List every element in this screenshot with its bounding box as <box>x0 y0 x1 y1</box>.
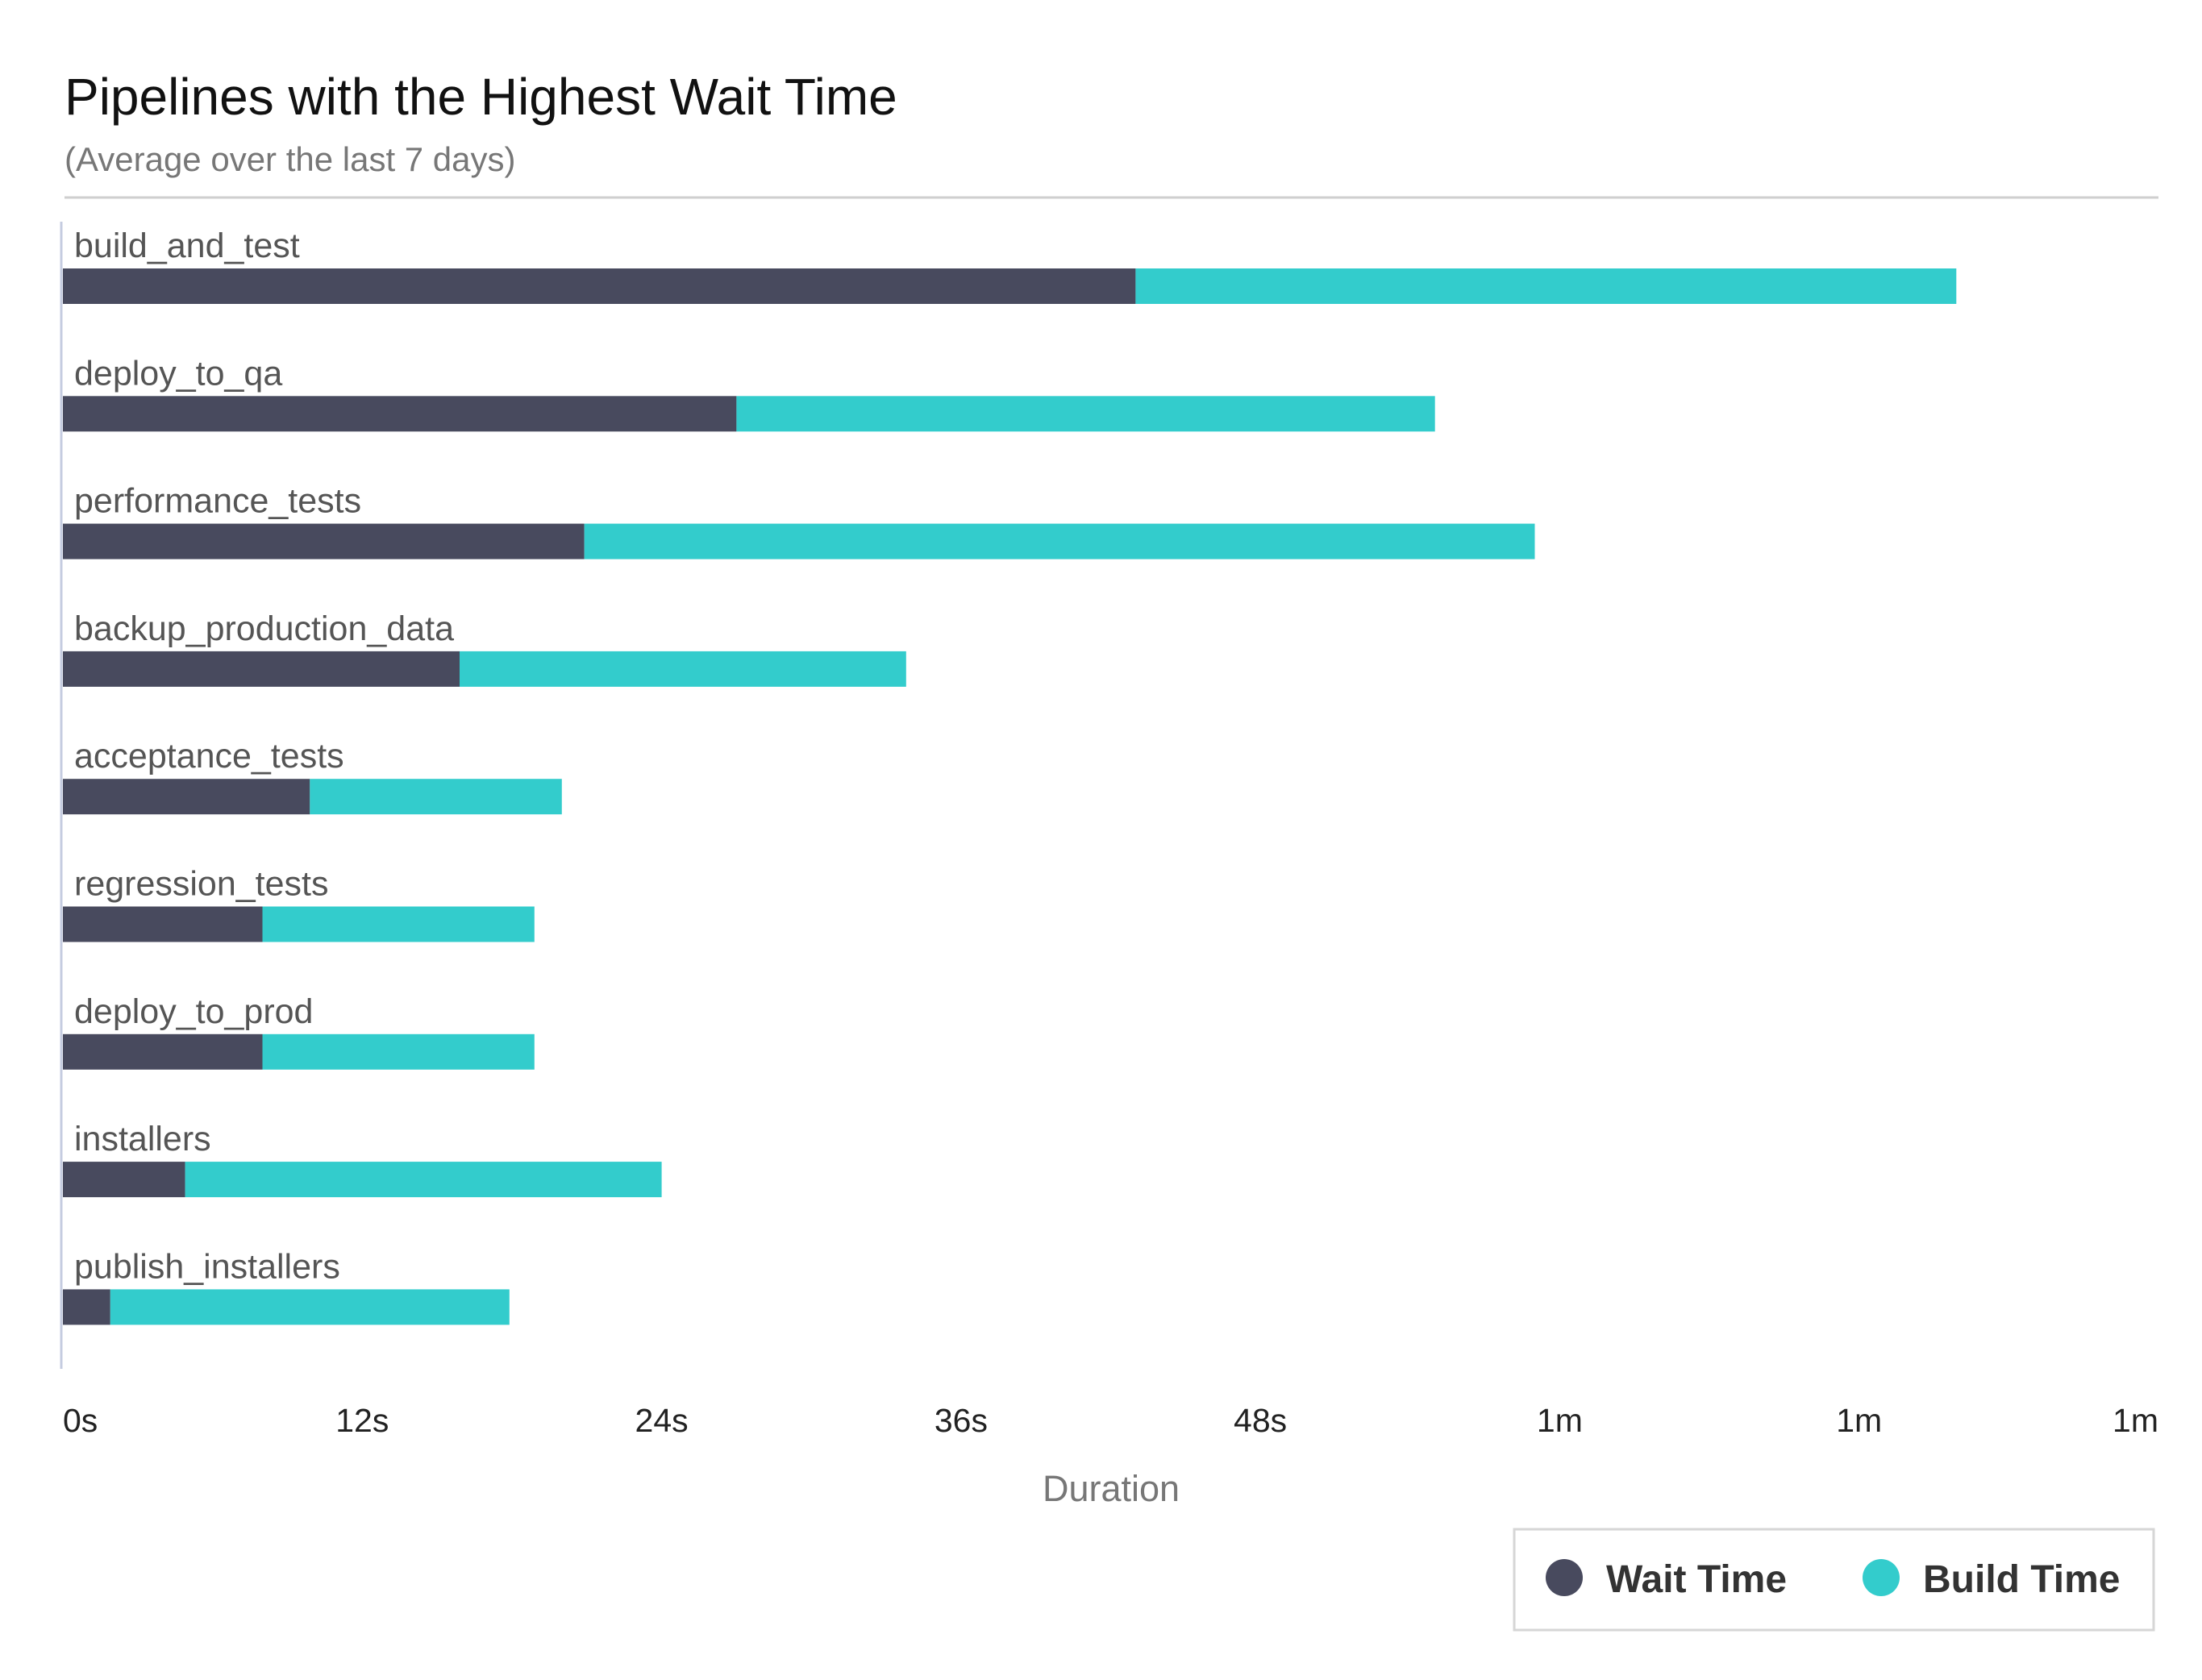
legend-build-time-marker <box>1863 1559 1900 1596</box>
bar-wait-time-installers[interactable] <box>63 1162 185 1198</box>
x-tick-label-7: 1m <box>2113 1402 2158 1439</box>
bar-build-time-deploy-to-qa[interactable] <box>736 396 1435 432</box>
category-label-regression-tests: regression_tests <box>74 865 329 904</box>
category-label-installers: installers <box>74 1120 211 1158</box>
category-label-backup-production-data: backup_production_data <box>74 609 454 648</box>
plot-area: build_and_test deploy_to_qa performance_te… <box>63 227 1957 1325</box>
x-axis-title: Duration <box>1043 1468 1180 1509</box>
x-tick-label-3: 36s <box>934 1402 988 1439</box>
bar-wait-time-publish-installers[interactable] <box>63 1289 110 1325</box>
bar-build-time-acceptance-tests[interactable] <box>310 779 562 815</box>
category-label-publish-installers: publish_installers <box>74 1247 340 1286</box>
legend-box <box>1513 1528 2155 1632</box>
x-tick-label-2: 24s <box>635 1402 689 1439</box>
chart-title: Pipelines with the Highest Wait Time <box>65 68 897 126</box>
category-label-build-and-test: build_and_test <box>74 227 300 265</box>
legend: Wait Time Build Time <box>1513 1528 2155 1632</box>
x-axis-ticks: 0s 12s 24s 36s 48s 1m 1m 1m <box>63 1402 2158 1439</box>
legend-build-time-label[interactable]: Build Time <box>1923 1558 2120 1601</box>
bar-wait-time-performance-tests[interactable] <box>63 523 585 559</box>
bar-wait-time-backup-production-data[interactable] <box>63 651 460 687</box>
bar-wait-time-build-and-test[interactable] <box>63 268 1136 304</box>
x-tick-label-1: 12s <box>335 1402 389 1439</box>
bar-build-time-publish-installers[interactable] <box>110 1289 510 1325</box>
x-tick-label-0: 0s <box>63 1402 98 1439</box>
category-label-deploy-to-prod: deploy_to_prod <box>74 992 313 1031</box>
bar-build-time-deploy-to-prod[interactable] <box>262 1033 535 1070</box>
bar-build-time-build-and-test[interactable] <box>1135 268 1957 304</box>
category-label-acceptance-tests: acceptance_tests <box>74 737 344 776</box>
category-label-performance-tests: performance_tests <box>74 482 361 521</box>
chart-subtitle: (Average over the last 7 days) <box>65 140 516 178</box>
bar-build-time-performance-tests[interactable] <box>584 523 1535 559</box>
bar-wait-time-deploy-to-qa[interactable] <box>63 396 737 432</box>
bar-wait-time-acceptance-tests[interactable] <box>63 779 310 815</box>
bar-wait-time-deploy-to-prod[interactable] <box>63 1033 263 1070</box>
x-tick-label-4: 48s <box>1234 1402 1287 1439</box>
legend-wait-time-label[interactable]: Wait Time <box>1606 1558 1787 1601</box>
bar-wait-time-regression-tests[interactable] <box>63 906 263 942</box>
x-tick-label-5: 1m <box>1537 1402 1583 1439</box>
category-label-deploy-to-qa: deploy_to_qa <box>74 354 282 393</box>
bar-build-time-backup-production-data[interactable] <box>460 651 906 687</box>
bar-build-time-regression-tests[interactable] <box>262 906 535 942</box>
bar-build-time-installers[interactable] <box>185 1162 662 1198</box>
x-tick-label-6: 1m <box>1836 1402 1882 1439</box>
legend-wait-time-marker <box>1546 1559 1583 1596</box>
